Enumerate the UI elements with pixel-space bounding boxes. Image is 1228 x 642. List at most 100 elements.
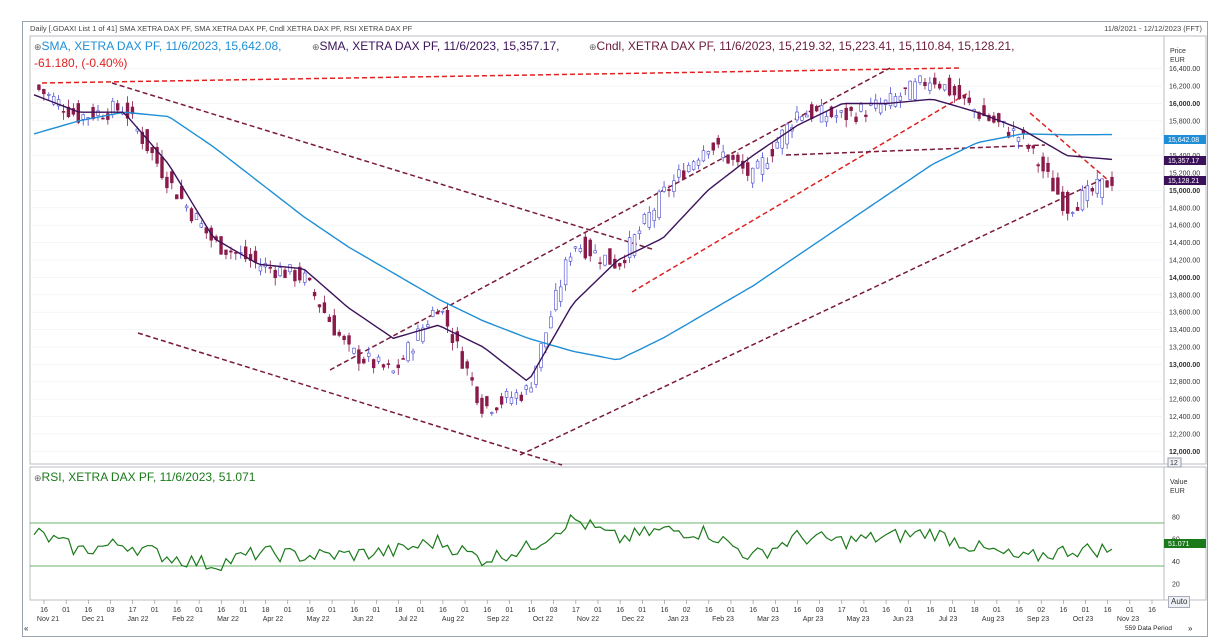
x-tick-day: 18 xyxy=(971,607,979,614)
candle-body xyxy=(598,262,602,264)
scale-button[interactable] xyxy=(1167,457,1182,468)
candle-body xyxy=(706,151,711,155)
auto-button[interactable]: Auto xyxy=(1168,596,1191,608)
candle-body xyxy=(66,106,71,117)
x-tick-day: 01 xyxy=(328,607,336,614)
candle-body xyxy=(962,94,967,99)
candle-body xyxy=(401,358,405,360)
x-tick-day: 01 xyxy=(904,607,912,614)
candle-body xyxy=(317,304,322,308)
candle-body xyxy=(849,106,853,111)
price-tick-label: 14,200.00 xyxy=(1169,258,1200,265)
candle-body xyxy=(785,123,789,145)
candle-body xyxy=(539,343,543,368)
candle-body xyxy=(258,265,263,272)
support-line xyxy=(785,144,1046,156)
x-tick-day: 01 xyxy=(195,607,203,614)
sma-fast-tag-label: 15,642.08 xyxy=(1168,137,1199,144)
candle-body xyxy=(165,176,169,189)
x-tick-day: 17 xyxy=(572,607,580,614)
x-tick-month: Nov 23 xyxy=(1117,616,1139,623)
x-tick-month: May 23 xyxy=(847,616,870,623)
x-tick-day: 02 xyxy=(1037,607,1045,614)
candle-body xyxy=(834,115,839,118)
candle-body xyxy=(411,350,415,354)
x-tick-day: 16 xyxy=(1059,607,1067,614)
candle-body xyxy=(362,358,366,364)
candle-body xyxy=(106,113,110,120)
scroll-left-icon[interactable]: « xyxy=(24,624,29,633)
price-tick-label: 15,000.00 xyxy=(1169,188,1200,195)
rsi-tick-label: 20 xyxy=(1172,581,1180,588)
rsi-tick-label: 40 xyxy=(1172,559,1180,566)
x-tick-day: 01 xyxy=(62,607,70,614)
candle-body xyxy=(746,162,750,176)
x-axis-days: 16 01 16 03 17 01 16 01 16 01 18 01 16 01 16 01 18 01 16 01… xyxy=(40,600,1156,614)
x-tick-day: 01 xyxy=(1082,607,1090,614)
candle-body xyxy=(312,291,317,297)
candle-body xyxy=(1056,177,1060,195)
price-panel xyxy=(29,35,1165,465)
price-tick-label: 14,600.00 xyxy=(1169,223,1200,230)
candles xyxy=(37,72,1114,418)
candle-body xyxy=(115,103,120,111)
trendline-red-falling xyxy=(1029,112,1109,181)
price-axis-title: Price xyxy=(1170,48,1186,55)
rsi-tag xyxy=(1164,539,1206,548)
candle-body xyxy=(342,335,346,341)
candle-body xyxy=(563,259,568,286)
x-tick-day: 03 xyxy=(816,607,824,614)
candle-body xyxy=(662,186,666,192)
x-tick-day: 01 xyxy=(860,607,868,614)
price-gridlines xyxy=(30,68,1164,452)
candle-body xyxy=(568,256,573,262)
candle-body xyxy=(367,352,371,357)
trendline-top-red xyxy=(41,67,961,84)
candle-body xyxy=(1016,137,1021,142)
candle-body xyxy=(775,141,779,149)
x-tick-month: Feb 22 xyxy=(172,616,194,623)
candle-body xyxy=(1095,178,1099,194)
x-tick-day: 16 xyxy=(1015,607,1023,614)
price-axis-unit: EUR xyxy=(1170,57,1185,64)
candle-body xyxy=(332,315,336,336)
candle-body xyxy=(864,114,868,117)
legend-rsi: ⊕RSI, XETRA DAX PF, 11/6/2023, 51.071 xyxy=(34,470,256,484)
data-period-label: 559 Data Period xyxy=(1125,625,1172,632)
x-tick-day: 01 xyxy=(993,607,1001,614)
x-tick-month: Oct 22 xyxy=(533,616,554,623)
candle-body xyxy=(175,194,179,200)
candle-body xyxy=(622,259,627,264)
candle-body xyxy=(647,212,651,228)
x-tick-day: 01 xyxy=(1126,607,1134,614)
candle-body xyxy=(731,155,735,160)
channel-lower xyxy=(519,177,1106,456)
candle-body xyxy=(1075,207,1080,211)
x-tick-day: 01 xyxy=(594,607,602,614)
candle-body xyxy=(1026,145,1031,149)
candle-body xyxy=(642,214,647,224)
candle-body xyxy=(253,250,258,263)
scroll-right-icon[interactable]: » xyxy=(1188,624,1193,633)
candle-body xyxy=(391,370,396,374)
candle-body xyxy=(1046,162,1050,172)
rsi-axis-panel xyxy=(1163,466,1207,601)
candle-body xyxy=(942,84,947,91)
candle-body xyxy=(91,107,95,120)
x-tick-day: 01 xyxy=(417,607,425,614)
price-tick-label: 13,400.00 xyxy=(1169,327,1200,334)
rsi-line xyxy=(33,513,1113,572)
candle-body xyxy=(686,165,691,172)
candle-body xyxy=(824,116,829,123)
candle-body xyxy=(199,223,204,228)
x-tick-day: 18 xyxy=(262,607,270,614)
x-tick-day: 17 xyxy=(129,607,137,614)
x-tick-day: 16 xyxy=(882,607,890,614)
x-tick-month: Jun 22 xyxy=(352,616,373,623)
candle-body xyxy=(898,95,903,101)
candle-body xyxy=(760,157,765,175)
price-axis-panel xyxy=(1163,35,1207,465)
candle-body xyxy=(224,249,228,255)
candle-body xyxy=(558,286,563,302)
